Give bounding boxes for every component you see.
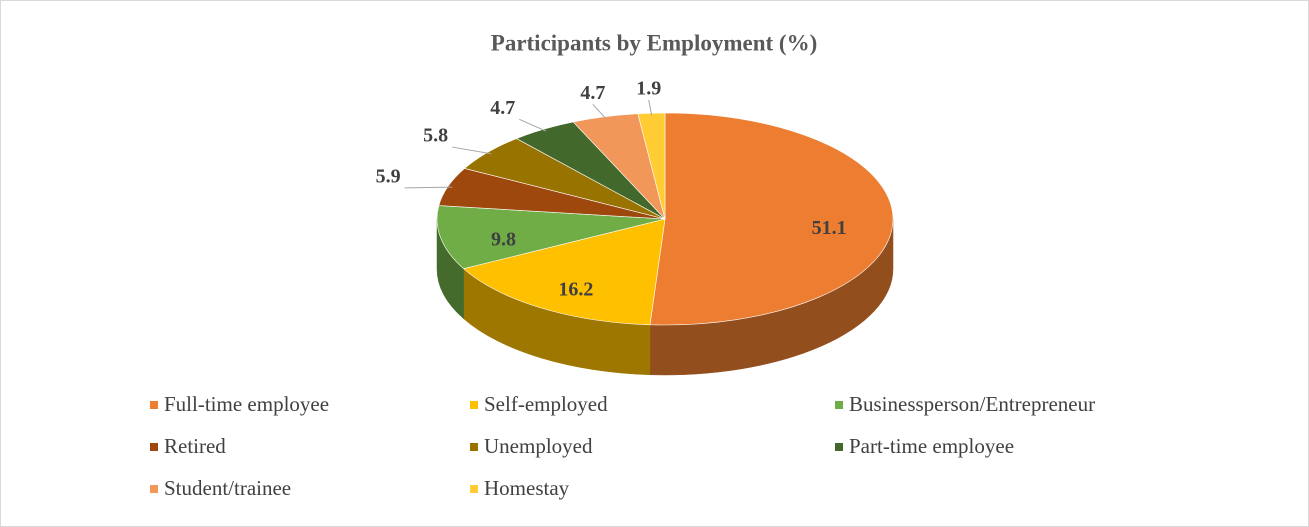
data-label: 9.8 bbox=[491, 228, 516, 250]
legend-label: Retired bbox=[164, 434, 226, 458]
data-label: 4.7 bbox=[580, 82, 605, 104]
leader-line bbox=[592, 103, 607, 120]
legend-label: Full-time employee bbox=[164, 392, 329, 416]
leader-line bbox=[519, 118, 547, 132]
leader-line bbox=[404, 186, 453, 189]
legend-swatch bbox=[470, 485, 478, 493]
data-label: 51.1 bbox=[812, 217, 847, 239]
slice bbox=[462, 218, 666, 326]
slice bbox=[649, 112, 894, 326]
legend-swatch bbox=[150, 485, 158, 493]
legend-swatch bbox=[835, 401, 843, 409]
slice bbox=[436, 205, 666, 270]
legend-swatch bbox=[150, 401, 158, 409]
data-label: 5.8 bbox=[423, 125, 448, 147]
legend-swatch bbox=[470, 401, 478, 409]
legend-label: Homestay bbox=[484, 476, 570, 500]
chart-title: Participants by Employment (%) bbox=[491, 30, 817, 55]
legend-swatch bbox=[470, 443, 478, 451]
data-label: 1.9 bbox=[636, 78, 661, 100]
legend-label: Unemployed bbox=[484, 434, 593, 458]
leader-line bbox=[452, 146, 492, 155]
legend-label: Businessperson/Entrepreneur bbox=[849, 392, 1095, 416]
legend-label: Self-employed bbox=[484, 392, 608, 416]
legend-label: Student/trainee bbox=[164, 476, 291, 500]
legend-swatch bbox=[835, 443, 843, 451]
data-label: 5.9 bbox=[376, 166, 401, 188]
legend-swatch bbox=[150, 443, 158, 451]
data-label: 4.7 bbox=[490, 97, 515, 119]
data-label: 16.2 bbox=[558, 279, 593, 301]
leader-line bbox=[648, 99, 653, 116]
legend-label: Part-time employee bbox=[849, 434, 1014, 458]
